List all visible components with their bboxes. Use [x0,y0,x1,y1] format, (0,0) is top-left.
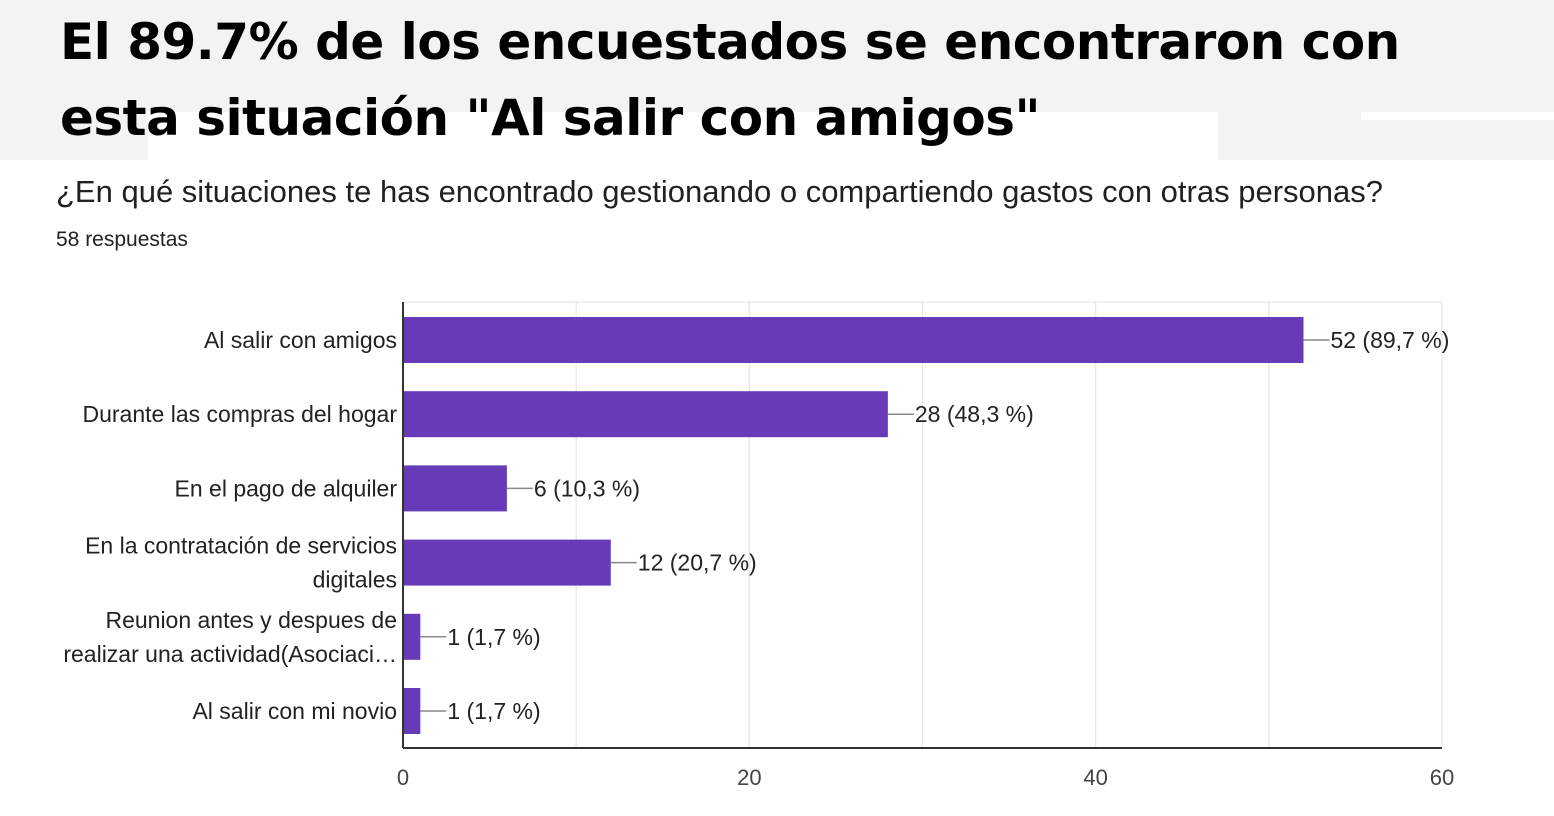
headline-line-2: esta situación "Al salir con amigos" [60,89,1041,147]
bar [403,317,1304,363]
category-label: En la contratación de servicios [85,533,397,559]
bar [403,539,611,586]
data-label: 28 (48,3 %) [915,401,1034,427]
response-count: 58 respuestas [56,228,188,251]
data-label: 52 (89,7 %) [1330,327,1449,353]
bar [403,465,507,512]
x-tick-label: 40 [1083,765,1107,790]
data-label: 1 (1,7 %) [447,698,540,724]
category-label: Al salir con mi novio [192,698,397,724]
category-label: Al salir con amigos [204,327,397,353]
category-label: Durante las compras del hogar [83,401,398,427]
bar [403,613,421,660]
category-label: Reunion antes y despues de [105,607,397,633]
banner-background-right [1218,112,1554,160]
bar-chart: 52 (89,7 %) Al salir con amigos 28 (48,3 %… [63,301,1454,790]
category-label: realizar una actividad(Asociaci… [63,641,397,667]
bar [403,688,421,734]
category-label: En el pago de alquiler [175,475,398,501]
x-tick-label: 20 [737,765,761,790]
data-label: 1 (1,7 %) [447,624,540,650]
category-label: digitales [313,567,397,593]
bar [403,391,888,438]
banner-notch [1361,112,1554,120]
data-label: 6 (10,3 %) [534,475,640,501]
question-title: ¿En qué situaciones te has encontrado ge… [56,174,1383,209]
data-label: 12 (20,7 %) [638,550,757,576]
headline-line-1: El 89.7% de los encuestados se encontrar… [60,13,1400,71]
banner-background-left [0,112,148,160]
banner-background [0,0,1554,112]
x-tick-label: 60 [1430,765,1454,790]
headline: El 89.7% de los encuestados se encontrar… [60,4,1460,156]
x-tick-label: 0 [397,765,409,790]
